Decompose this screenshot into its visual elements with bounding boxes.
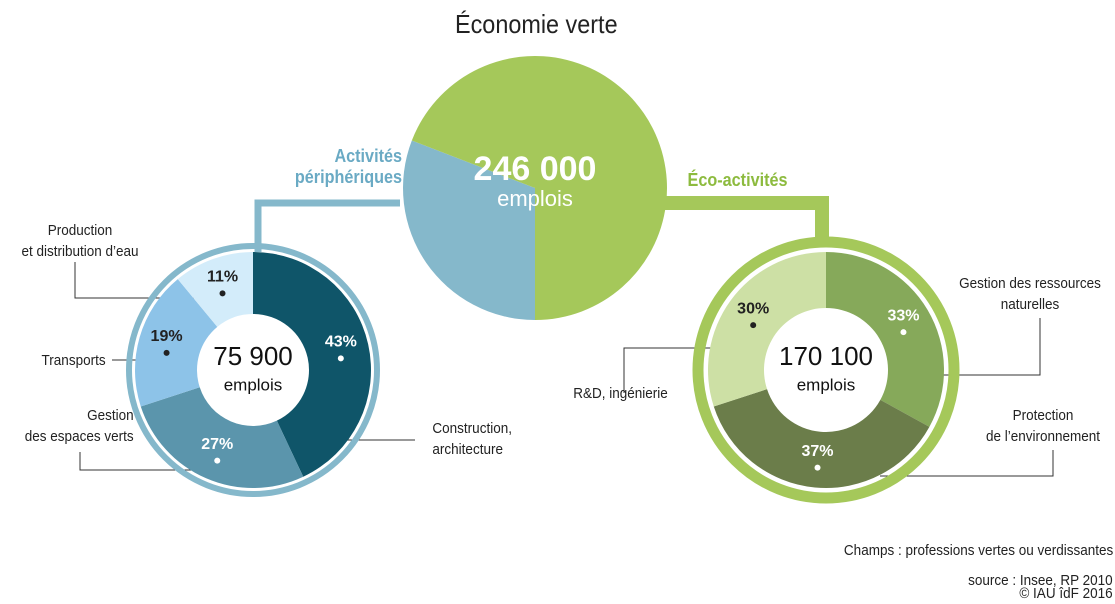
donut-segment <box>135 279 218 407</box>
value-label: 11% <box>207 269 238 286</box>
donut-ring <box>126 243 380 497</box>
category-label: Protection de l’environnement <box>985 407 1101 445</box>
leader-dot <box>814 464 821 471</box>
pie-unit: emplois <box>497 186 573 211</box>
connector <box>665 196 829 242</box>
pie-total: 246 000 <box>474 150 597 188</box>
note: © IAU îdF 2016 <box>1019 585 1113 602</box>
category-label: R&D, ingénierie <box>573 385 668 402</box>
pie-slice <box>402 140 535 320</box>
leader-dot <box>219 290 226 297</box>
chart-title: Économie verte <box>455 9 618 39</box>
donut-segment <box>140 387 304 488</box>
category-label: Production et distribution d’eau <box>21 222 139 260</box>
pie-slice <box>411 56 667 321</box>
category-label: Gestion des espaces verts <box>24 407 134 445</box>
value-label: 43% <box>325 334 357 351</box>
donut-segment <box>713 389 930 488</box>
donut-total: 75 900 <box>213 341 293 371</box>
leader-dot <box>750 322 757 329</box>
donut-unit: emplois <box>224 375 283 394</box>
value-label: 33% <box>887 307 919 324</box>
leader-dot <box>337 355 344 362</box>
note: Champs : professions vertes ou verdissan… <box>843 542 1113 559</box>
value-label: 27% <box>201 436 233 453</box>
note: source : Insee, RP 2010 <box>968 572 1113 589</box>
donut-ring <box>692 236 960 504</box>
series-name: Éco-activités <box>687 170 788 190</box>
leader-dot <box>900 329 907 336</box>
leader-dot <box>163 349 170 356</box>
donut-segment <box>177 252 253 327</box>
donut-segment <box>253 252 371 477</box>
leader-line <box>920 318 1041 376</box>
donut-total: 170 100 <box>779 341 873 371</box>
value-label: 30% <box>737 300 769 317</box>
category-label: Construction, architecture <box>432 420 512 458</box>
donut-segment <box>826 252 945 427</box>
series-name: Activités périphériques <box>294 146 402 187</box>
donut-unit: emplois <box>797 375 856 394</box>
leader-line <box>880 450 1054 477</box>
value-label: 19% <box>151 328 183 345</box>
leader-dot <box>214 457 221 464</box>
donut-segment <box>708 252 826 407</box>
category-label: Gestion des ressources naturelles <box>959 275 1101 313</box>
value-label: 37% <box>802 443 834 460</box>
connector <box>254 199 400 252</box>
category-label: Transports <box>41 352 106 369</box>
